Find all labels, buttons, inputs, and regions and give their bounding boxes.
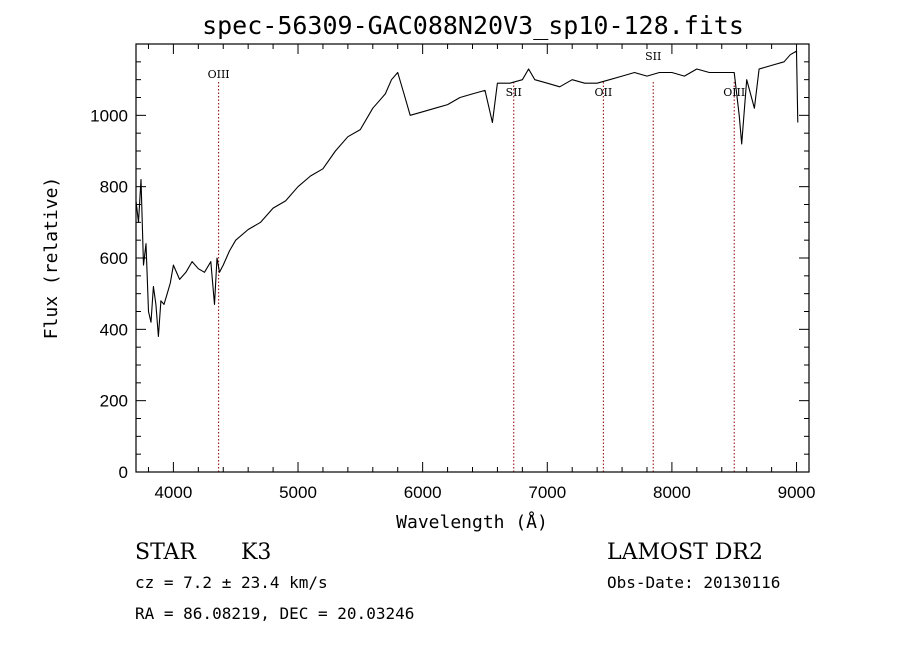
series-line — [135, 50, 799, 338]
redshift-readout: cz = 7.2 ± 23.4 km/s — [135, 573, 328, 592]
x-tick-label-4: 8000 — [653, 483, 691, 502]
y-tick-label-4: 800 — [100, 178, 128, 197]
x-tick-label-5: 9000 — [778, 483, 816, 502]
y-tick-label-3: 600 — [100, 249, 128, 268]
axis-ticks: 4000 5000 6000 7000 8000 9000 0 200 400 600 800 100… — [90, 44, 815, 502]
marker-label-4: OIII — [723, 86, 745, 99]
y-tick-label-1: 200 — [100, 392, 128, 411]
object-subclass: K3 — [241, 540, 271, 565]
plot-frame — [135, 43, 810, 473]
x-axis-label: Wavelength (Å) — [396, 511, 548, 533]
x-tick-label-2: 6000 — [404, 483, 442, 502]
x-tick-label-1: 5000 — [279, 483, 317, 502]
y-tick-label-0: 0 — [119, 463, 128, 482]
x-tick-label-3: 7000 — [528, 483, 566, 502]
chart-title: spec-56309-GAC088N20V3_sp10-128.fits — [202, 11, 744, 40]
object-class: STAR — [135, 540, 197, 565]
marker-label-2: OII — [595, 86, 613, 99]
coordinates: RA = 86.08219, DEC = 20.03246 — [135, 604, 414, 623]
y-tick-label-5: 1000 — [90, 106, 128, 125]
emission-line-markers: OIII SII OII SII OIII — [208, 50, 745, 472]
y-axis-label: Flux (relative) — [41, 177, 62, 340]
survey-name: LAMOST DR2 — [607, 540, 763, 565]
x-tick-label-0: 4000 — [154, 483, 192, 502]
obs-date: Obs-Date: 20130116 — [607, 573, 780, 592]
marker-label-3: SII — [645, 50, 661, 63]
marker-label-0: OIII — [208, 68, 230, 81]
marker-label-1: SII — [506, 86, 522, 99]
y-tick-label-2: 400 — [100, 320, 128, 339]
